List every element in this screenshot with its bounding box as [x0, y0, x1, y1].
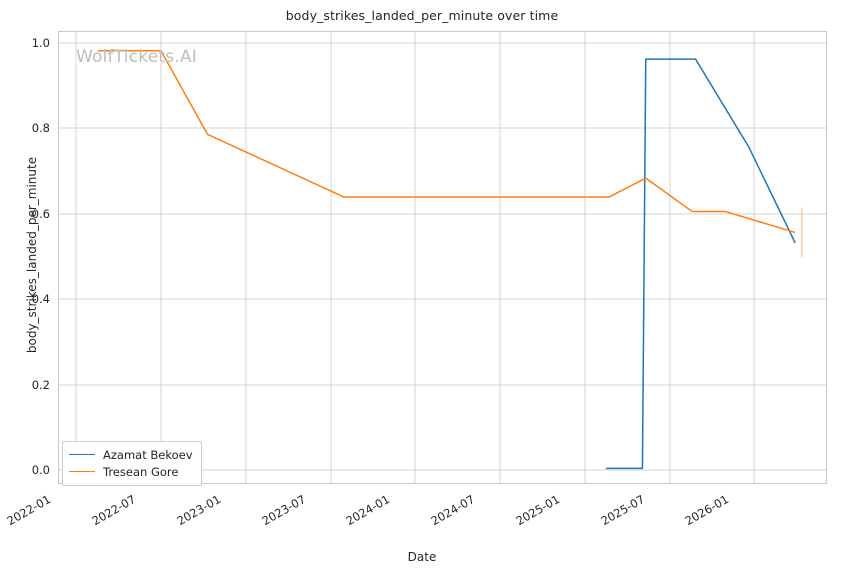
series-line-azamat-bekoev	[605, 58, 796, 470]
x-axis-label: Date	[407, 550, 437, 564]
x-tick-label: 2023-07	[259, 492, 309, 529]
x-tick-label: 2023-01	[174, 492, 224, 529]
y-tick-label: 1.0	[31, 36, 50, 50]
legend-label: Tresean Gore	[103, 464, 179, 479]
x-tick-label: 2022-07	[89, 492, 139, 529]
legend-item-azamat-bekoev[interactable]: Azamat Bekoev	[69, 446, 193, 463]
x-tick-label: 2022-01	[4, 492, 54, 529]
x-tick-label: 2025-01	[513, 492, 563, 529]
x-tick-label: 2025-07	[598, 492, 648, 529]
legend-label: Azamat Bekoev	[103, 447, 193, 462]
series-line-tresean-gore	[97, 50, 796, 234]
series-lines	[97, 50, 796, 470]
y-tick-label: 0.4	[31, 292, 50, 306]
y-tick-label: 0.0	[31, 463, 50, 477]
y-tick-label: 0.6	[31, 207, 50, 221]
y-axis-label: body_strikes_landed_per_minute	[25, 156, 39, 354]
y-tick-label: 0.8	[31, 121, 50, 135]
legend-color-swatch-blue	[69, 454, 95, 455]
legend-item-tresean-gore[interactable]: Tresean Gore	[69, 463, 193, 480]
gridlines	[59, 32, 826, 483]
x-tick-label: 2026-01	[682, 492, 732, 529]
chart-title: body_strikes_landed_per_minute over time	[285, 8, 559, 23]
chart-legend[interactable]: Azamat Bekoev Tresean Gore	[62, 441, 202, 486]
x-tick-label: 2024-07	[428, 492, 478, 529]
legend-color-swatch-orange	[69, 471, 95, 472]
plot-canvas	[59, 32, 826, 483]
x-tick-label: 2024-01	[343, 492, 393, 529]
plot-area	[58, 31, 827, 484]
y-tick-label: 0.2	[31, 378, 50, 392]
